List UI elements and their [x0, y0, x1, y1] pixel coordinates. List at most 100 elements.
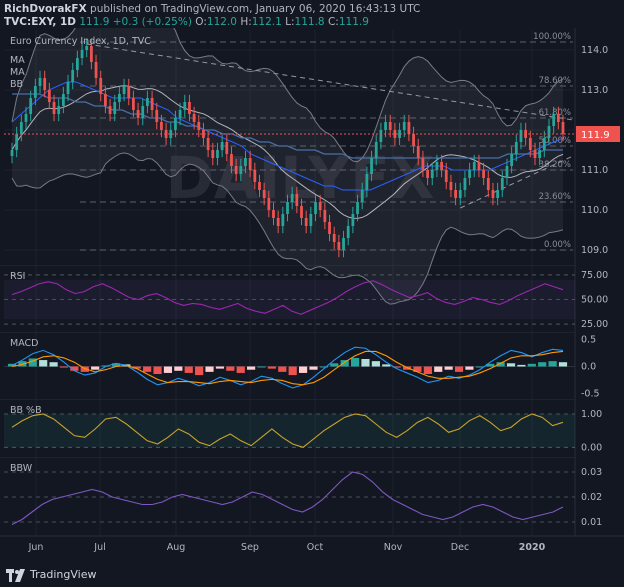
- pane-tick-label: 0.02: [581, 492, 602, 503]
- macd-histogram-bar: [465, 366, 474, 370]
- candle-body: [206, 138, 210, 150]
- fib-level-label: 23.60%: [539, 192, 571, 202]
- open-label: O:: [195, 16, 207, 28]
- time-tick-label: Aug: [167, 542, 186, 553]
- candle-body: [519, 130, 523, 142]
- moving-average-fast: [11, 81, 564, 191]
- candle-body: [262, 190, 266, 198]
- symbol-name[interactable]: TVC:EXY, 1D: [4, 16, 76, 28]
- macd-histogram-bar: [174, 366, 183, 371]
- legend-entry: BB: [10, 79, 23, 90]
- macd-histogram-bar: [299, 366, 308, 373]
- symbol-line: TVC:EXY, 1D 111.9 +0.3 (+0.25%) O:112.0 …: [4, 16, 369, 28]
- macd-histogram-bar: [288, 366, 297, 376]
- pane-tick-label: 0.01: [581, 517, 602, 528]
- candle-body: [174, 118, 177, 130]
- high-label: H:: [240, 16, 252, 28]
- candle-body: [360, 190, 364, 202]
- candle-body: [444, 170, 448, 182]
- pane-tick-label: 50.00: [581, 295, 608, 306]
- macd-histogram-bar: [257, 366, 266, 368]
- pane-tick-label: 25.00: [581, 319, 608, 330]
- candle-body: [533, 150, 537, 158]
- candle-body: [290, 194, 294, 202]
- candle-body: [24, 114, 28, 122]
- candle-body: [225, 142, 229, 154]
- candle-body: [178, 110, 182, 118]
- macd-histogram-bar: [226, 366, 235, 371]
- candle-body: [281, 214, 285, 226]
- publisher-name[interactable]: RichDvorakFX: [4, 3, 87, 15]
- candle-body: [351, 214, 355, 226]
- macd-histogram-bar: [278, 366, 287, 372]
- macd-histogram-bar: [236, 366, 245, 373]
- candle-body: [197, 122, 201, 130]
- candle-body: [477, 162, 481, 170]
- candle-body: [449, 182, 453, 190]
- macd-histogram-bar: [517, 364, 526, 367]
- bollinger-upper-line: [11, 28, 564, 163]
- main-pane-title: Euro Currency Index, 1D, TVC: [10, 36, 151, 47]
- candle-body: [146, 98, 149, 106]
- price-tick-label: 110.0: [581, 205, 608, 216]
- candle-body: [561, 122, 565, 134]
- candle-body: [365, 174, 369, 190]
- macd-signal-line: [11, 350, 564, 386]
- publish-info: published on TradingView.com, January 06…: [90, 3, 421, 15]
- macd-histogram-bar: [319, 366, 328, 368]
- candle-body: [61, 94, 65, 106]
- candle-body: [188, 102, 191, 114]
- pane-tick-label: 0.00: [581, 442, 602, 453]
- candle-body: [230, 154, 233, 166]
- candle-body: [398, 130, 401, 138]
- support-trendline: [460, 155, 574, 209]
- candle-body: [370, 158, 373, 174]
- candle-body: [47, 90, 51, 102]
- pctb-line: [11, 413, 564, 448]
- candle-body: [304, 218, 308, 226]
- tradingview-brand[interactable]: TradingView: [30, 568, 97, 581]
- pane-title: RSI: [10, 271, 25, 282]
- candle-body: [342, 238, 345, 250]
- candle-body: [458, 190, 462, 198]
- candle-body: [514, 142, 518, 154]
- candle-body: [10, 150, 14, 156]
- fib-level-label: 78.60%: [539, 76, 571, 86]
- macd-histogram-bar: [330, 363, 339, 367]
- candle-body: [309, 214, 313, 226]
- macd-histogram-bar: [111, 363, 121, 367]
- candle-body: [216, 150, 219, 158]
- chart-canvas[interactable]: 114.0113.0112.0111.0110.0109.0DAILYFX100…: [0, 28, 624, 565]
- candle-body: [416, 146, 420, 158]
- macd-histogram-bar: [49, 362, 58, 367]
- candle-body: [496, 190, 500, 198]
- candle-body: [141, 106, 145, 118]
- candle-body: [337, 242, 341, 250]
- candle-body: [113, 102, 117, 114]
- dailyfx-watermark: DAILYFX: [166, 144, 435, 212]
- candle-body: [482, 170, 486, 178]
- pane-tick-label: 0.03: [581, 467, 602, 478]
- macd-histogram-bar: [184, 366, 193, 373]
- macd-histogram-bar: [247, 366, 256, 370]
- candle-body: [202, 130, 205, 138]
- candle-body: [491, 190, 495, 198]
- macd-histogram-bar: [195, 366, 204, 376]
- candle-body: [155, 110, 159, 122]
- price-tick-label: 114.0: [581, 45, 608, 56]
- macd-histogram-bar: [59, 366, 69, 368]
- macd-histogram-bar: [413, 366, 422, 372]
- macd-histogram-bar: [39, 360, 48, 367]
- candle-body: [80, 50, 84, 58]
- close-label: C:: [327, 16, 339, 28]
- resistance-trendline: [86, 43, 574, 121]
- candle-body: [52, 102, 56, 114]
- candle-body: [318, 202, 322, 210]
- macd-histogram-bar: [163, 366, 173, 373]
- macd-histogram-bar: [382, 364, 391, 367]
- candle-body: [300, 206, 303, 218]
- candle-body: [430, 170, 434, 178]
- macd-histogram-bar: [496, 362, 505, 367]
- candle-body: [244, 158, 247, 166]
- macd-histogram-bar: [506, 363, 516, 367]
